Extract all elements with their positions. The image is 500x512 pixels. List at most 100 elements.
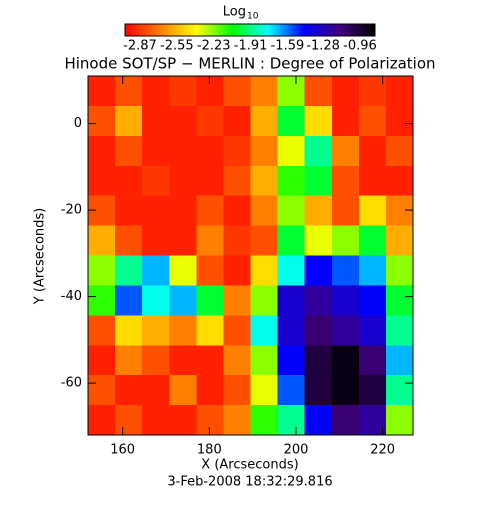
heatmap-cell	[250, 405, 279, 436]
x-tick-label: 220	[370, 443, 395, 458]
heatmap-cell	[304, 405, 333, 436]
heatmap-cell	[142, 76, 170, 107]
heatmap-cell	[358, 135, 387, 167]
heatmap-cell	[115, 105, 143, 137]
heatmap-cell	[223, 375, 251, 406]
colorbar-tick-label: -1.91	[234, 39, 268, 54]
heatmap-cell	[196, 165, 224, 197]
heatmap-cell	[169, 405, 197, 436]
heatmap-cell	[250, 225, 279, 256]
heatmap-cell	[304, 285, 333, 316]
heatmap-cell	[115, 375, 143, 406]
heatmap-cell	[331, 135, 360, 167]
heatmap-cell	[196, 405, 224, 436]
heatmap-cell	[250, 105, 279, 137]
heatmap-cell	[88, 315, 116, 346]
heatmap-cell	[304, 105, 333, 137]
heatmap-cell	[331, 76, 360, 107]
heatmap-cell	[196, 375, 224, 406]
heatmap-cell	[169, 375, 197, 406]
heatmap-cell	[331, 345, 360, 376]
x-axis-label: X (Arcseconds)	[201, 458, 298, 473]
heatmap-cell	[196, 345, 224, 376]
y-tick-label: 0	[74, 116, 82, 131]
heatmap-cell	[223, 225, 251, 256]
heatmap-cell	[277, 195, 306, 227]
heatmap-cell	[304, 225, 333, 256]
heatmap-cell	[277, 375, 306, 406]
heatmap-cell	[304, 255, 333, 286]
heatmap-cell	[358, 285, 387, 316]
heatmap-cell	[196, 285, 224, 316]
heatmap-cell	[331, 255, 360, 286]
heatmap-cell	[142, 255, 170, 286]
heatmap-cell	[169, 195, 197, 227]
heatmap-cell	[304, 345, 333, 376]
heatmap-cell	[115, 225, 143, 256]
heatmap-cell	[196, 195, 224, 227]
heatmap-cell	[250, 76, 279, 107]
date-label: 3-Feb-2008 18:32:29.816	[167, 475, 332, 490]
heatmap-cell	[115, 345, 143, 376]
heatmap-cell	[88, 345, 116, 376]
heatmap-cell	[142, 315, 170, 346]
heatmap-cell	[358, 195, 387, 227]
heatmap	[88, 76, 414, 436]
heatmap-cell	[358, 105, 387, 137]
heatmap-cell	[196, 135, 224, 167]
heatmap-cell	[331, 285, 360, 316]
heatmap-cell	[250, 315, 279, 346]
colorbar-label: Log	[223, 5, 246, 20]
colorbar-tick-label: -2.87	[123, 39, 157, 54]
heatmap-cell	[385, 195, 414, 227]
heatmap-cell	[385, 315, 414, 346]
heatmap-cell	[385, 285, 414, 316]
heatmap-cell	[331, 225, 360, 256]
heatmap-cell	[358, 375, 387, 406]
heatmap-cell	[304, 165, 333, 197]
chart-title: Hinode SOT/SP − MERLIN : Degree of Polar…	[64, 55, 435, 73]
heatmap-cell	[88, 165, 116, 197]
heatmap-cell	[277, 315, 306, 346]
colorbar-tick-label: -2.23	[197, 39, 231, 54]
heatmap-cell	[331, 315, 360, 346]
heatmap-cell	[115, 255, 143, 286]
heatmap-cell	[142, 105, 170, 137]
heatmap-cell	[358, 165, 387, 197]
heatmap-cell	[385, 76, 414, 107]
heatmap-cell	[358, 76, 387, 107]
heatmap-cell	[385, 165, 414, 197]
heatmap-cell	[142, 405, 170, 436]
heatmap-cell	[304, 375, 333, 406]
x-tick-label: 160	[110, 443, 135, 458]
heatmap-cell	[169, 105, 197, 137]
heatmap-cell	[385, 135, 414, 167]
heatmap-cell	[358, 255, 387, 286]
heatmap-cell	[331, 165, 360, 197]
heatmap-cell	[88, 405, 116, 436]
heatmap-cell	[250, 345, 279, 376]
heatmap-cell	[277, 165, 306, 197]
heatmap-cell	[277, 255, 306, 286]
x-tick-label: 180	[197, 443, 222, 458]
heatmap-cell	[250, 135, 279, 167]
colorbar	[124, 23, 376, 37]
heatmap-cell	[223, 195, 251, 227]
heatmap-cell	[142, 285, 170, 316]
heatmap-cell	[88, 375, 116, 406]
heatmap-cell	[277, 405, 306, 436]
heatmap-cell	[88, 76, 116, 107]
y-axis-label: Y (Arcseconds)	[33, 208, 48, 305]
colorbar-tick-label: -1.28	[306, 39, 340, 54]
heatmap-cell	[196, 76, 224, 107]
heatmap-cell	[223, 345, 251, 376]
heatmap-cell	[196, 255, 224, 286]
heatmap-cell	[358, 405, 387, 436]
heatmap-cell	[250, 195, 279, 227]
heatmap-cell	[250, 375, 279, 406]
heatmap-cell	[277, 345, 306, 376]
heatmap-cell	[169, 76, 197, 107]
heatmap-cell	[331, 405, 360, 436]
heatmap-cell	[169, 255, 197, 286]
